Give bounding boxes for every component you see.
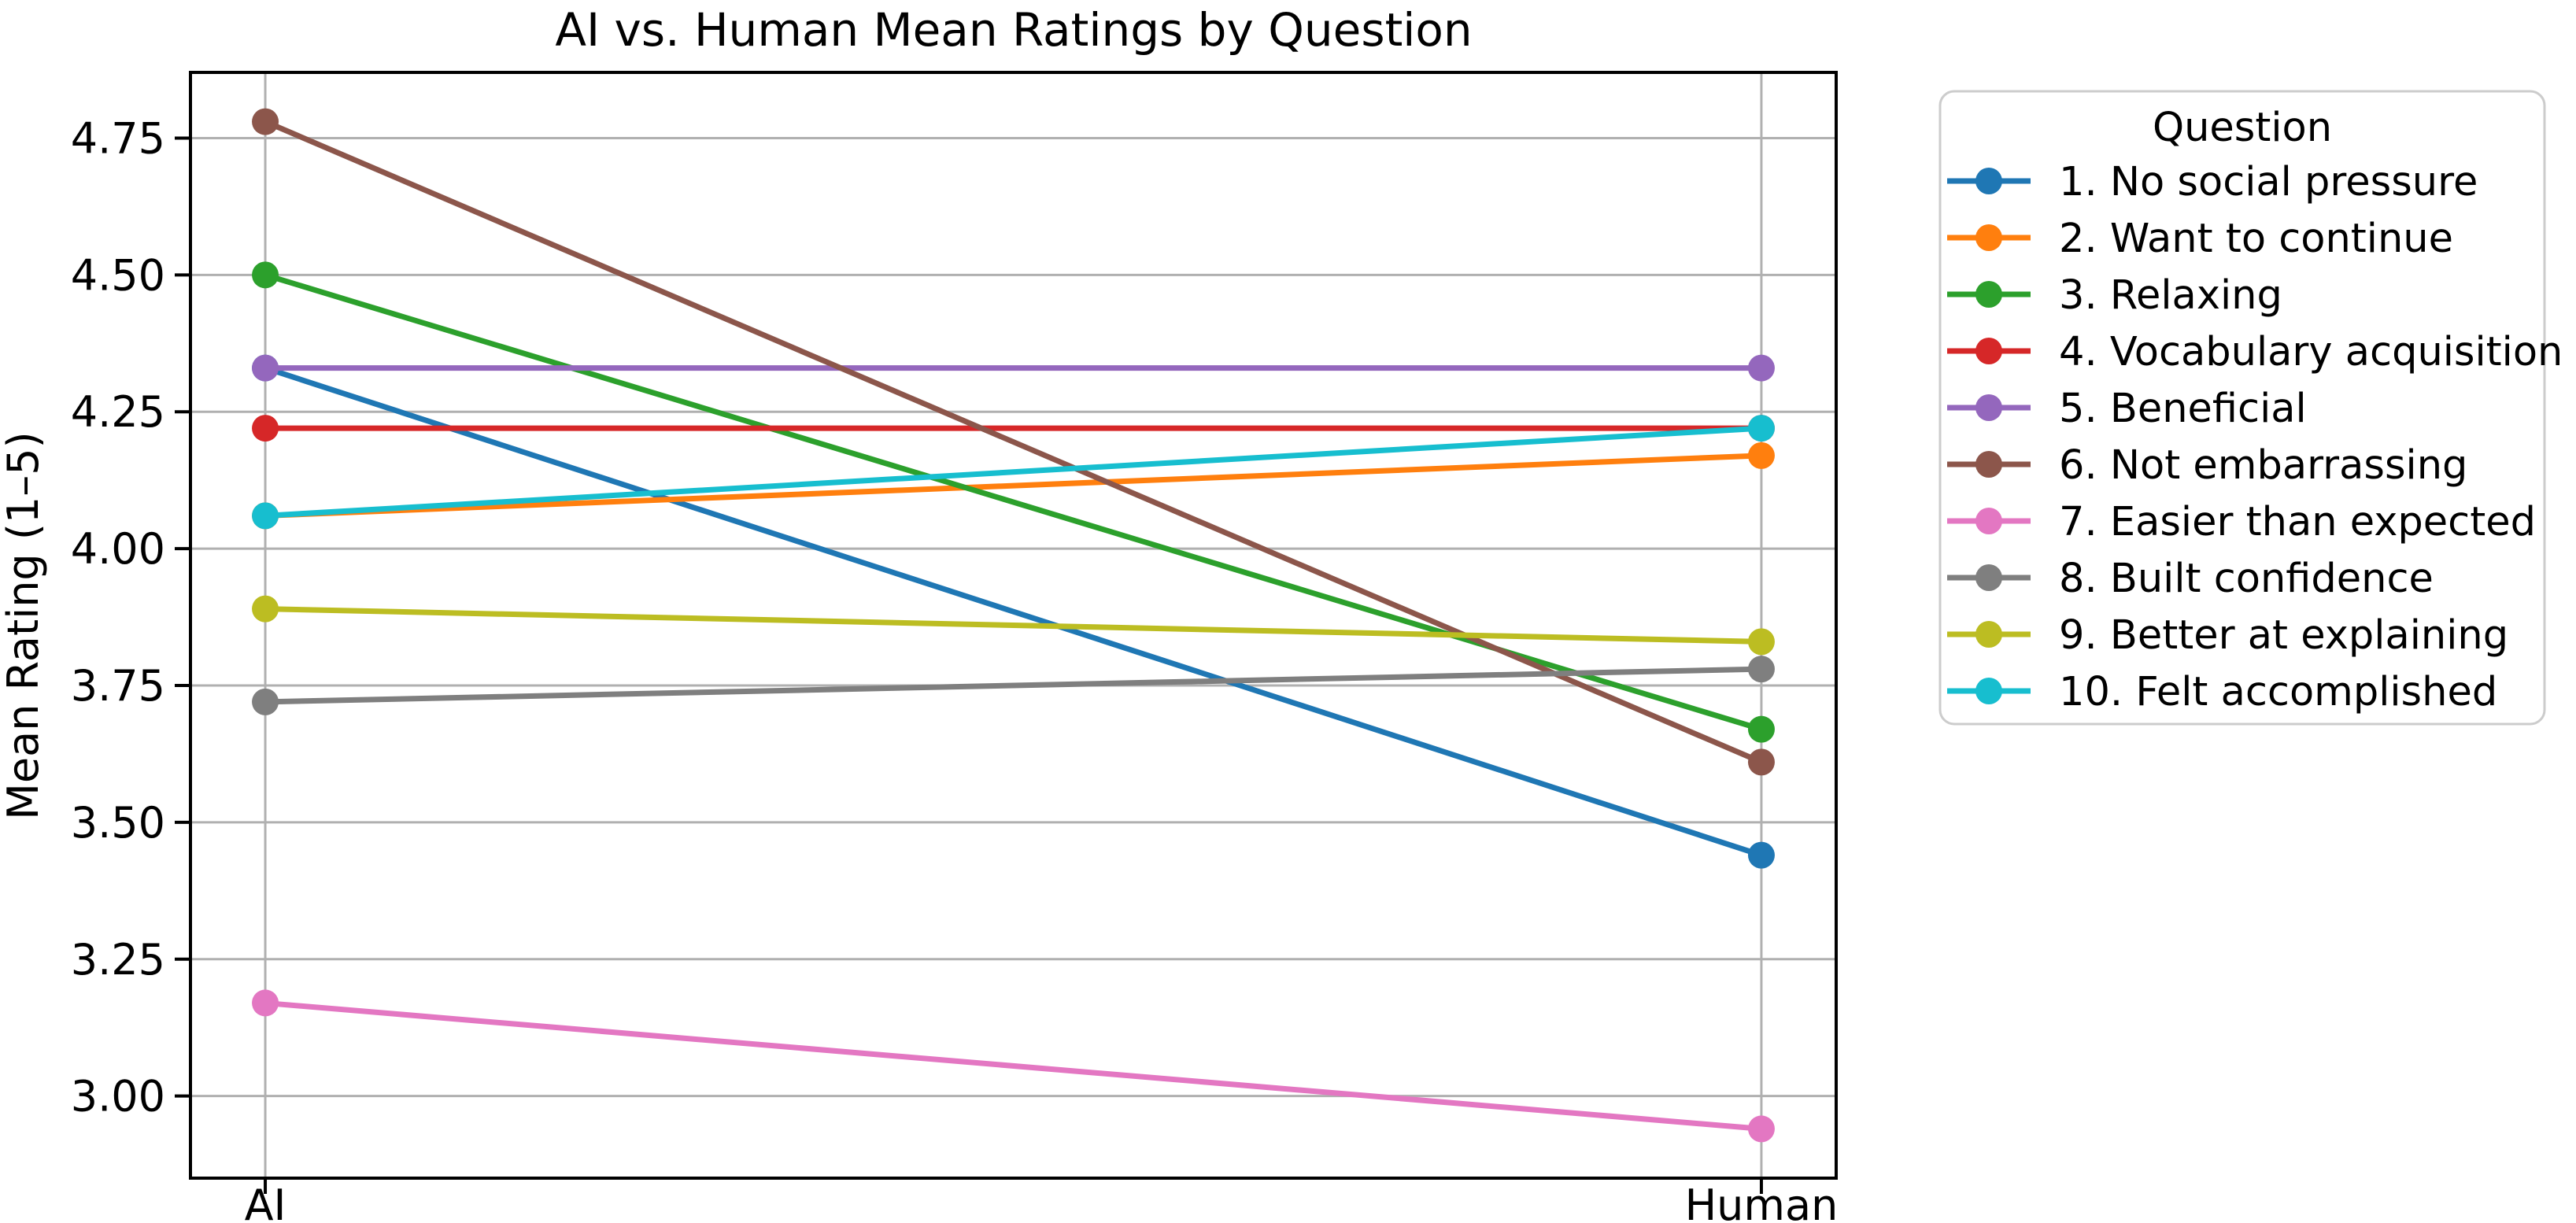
- legend-label: 6. Not embarrassing: [2059, 442, 2467, 489]
- data-point: [252, 502, 279, 530]
- legend-item: 4. Vocabulary acquisition: [1947, 329, 2563, 375]
- series-line: [264, 119, 1763, 765]
- gridlines: [190, 72, 1836, 1178]
- series: [252, 595, 1775, 656]
- data-point: [1747, 748, 1775, 776]
- legend-item: 6. Not embarrassing: [1947, 442, 2467, 489]
- y-tick-label: 3.50: [71, 798, 165, 848]
- series-line: [264, 999, 1762, 1132]
- data-point: [1747, 628, 1775, 656]
- legend-marker-dot: [1975, 394, 2002, 421]
- data-point: [1747, 1115, 1775, 1143]
- legend-marker-dot: [1975, 508, 2002, 534]
- y-tick-label: 4.00: [71, 524, 165, 574]
- legend-label: 5. Beneficial: [2059, 386, 2307, 432]
- series: [252, 656, 1775, 715]
- legend-frame: [1938, 90, 2546, 726]
- series: [252, 415, 1775, 530]
- series: [252, 354, 1775, 382]
- legend-label: 10. Felt accomplished: [2059, 669, 2497, 715]
- series-line: [264, 666, 1762, 705]
- legend-marker-dot: [1975, 224, 2002, 251]
- legend-items: 1. No social pressure 2. Want to continue…: [1947, 159, 2563, 715]
- legend-label: 3. Relaxing: [2059, 272, 2282, 319]
- data-point: [1747, 715, 1775, 743]
- legend-item: 9. Better at explaining: [1947, 612, 2508, 659]
- data-point: [252, 989, 279, 1017]
- data-point: [252, 688, 279, 715]
- chart-title: AI vs. Human Mean Ratings by Question: [555, 3, 1472, 57]
- data-point: [252, 261, 279, 289]
- series-line: [264, 425, 1762, 519]
- legend-item: 3. Relaxing: [1947, 272, 2282, 319]
- legend-item: 7. Easier than expected: [1947, 499, 2536, 545]
- data-point: [252, 354, 279, 382]
- legend-item: 8. Built confidence: [1947, 556, 2434, 602]
- legend-marker-dot: [1975, 168, 2002, 194]
- legend: Question 1. No social pressure 2. Want to…: [1938, 90, 2563, 726]
- legend-marker-dot: [1975, 564, 2002, 591]
- series-group: [252, 108, 1775, 1143]
- series: [252, 989, 1775, 1143]
- legend-marker-dot: [1975, 281, 2002, 308]
- legend-item: 2. Want to continue: [1947, 216, 2453, 262]
- legend-marker-dot: [1975, 451, 2002, 478]
- y-tick-label: 3.75: [71, 661, 165, 711]
- legend-item: 10. Felt accomplished: [1947, 669, 2497, 715]
- y-tick-label: 4.75: [71, 113, 165, 163]
- legend-label: 2. Want to continue: [2059, 216, 2453, 262]
- data-point: [1747, 442, 1775, 469]
- series-line: [264, 453, 1762, 519]
- y-tick-label: 3.00: [71, 1072, 165, 1121]
- legend-label: 4. Vocabulary acquisition: [2059, 329, 2563, 375]
- legend-item: 5. Beneficial: [1947, 386, 2307, 432]
- legend-label: 9. Better at explaining: [2059, 612, 2508, 659]
- y-tick-label: 4.25: [71, 387, 165, 437]
- legend-marker-dot: [1975, 678, 2002, 704]
- series-line: [264, 606, 1762, 645]
- x-tick-label: Human: [1685, 1181, 1839, 1223]
- data-point: [1747, 415, 1775, 442]
- y-tick-label: 3.25: [71, 935, 165, 985]
- data-point: [1747, 841, 1775, 869]
- series: [252, 442, 1775, 530]
- data-point: [252, 595, 279, 623]
- series-line: [264, 365, 1763, 858]
- y-axis: 3.00 3.25 3.50 3.75 4.00 4.25 4.50 4.75: [71, 113, 190, 1121]
- legend-title: Question: [2153, 105, 2332, 151]
- legend-marker-dot: [1975, 338, 2002, 364]
- x-axis: AI Human: [245, 1178, 1839, 1223]
- data-point: [1747, 354, 1775, 382]
- legend-label: 1. No social pressure: [2059, 159, 2478, 205]
- data-point: [252, 415, 279, 442]
- legend-label: 7. Easier than expected: [2059, 499, 2536, 545]
- plot-border: [189, 71, 1838, 1180]
- legend-marker-dot: [1975, 621, 2002, 648]
- series: [252, 108, 1775, 776]
- x-tick-label: AI: [245, 1181, 286, 1223]
- data-point: [252, 108, 279, 135]
- legend-label: 8. Built confidence: [2059, 556, 2434, 602]
- legend-item: 1. No social pressure: [1947, 159, 2478, 205]
- y-tick-label: 4.50: [71, 250, 165, 300]
- y-axis-label: Mean Rating (1–5): [0, 431, 48, 819]
- data-point: [1747, 656, 1775, 683]
